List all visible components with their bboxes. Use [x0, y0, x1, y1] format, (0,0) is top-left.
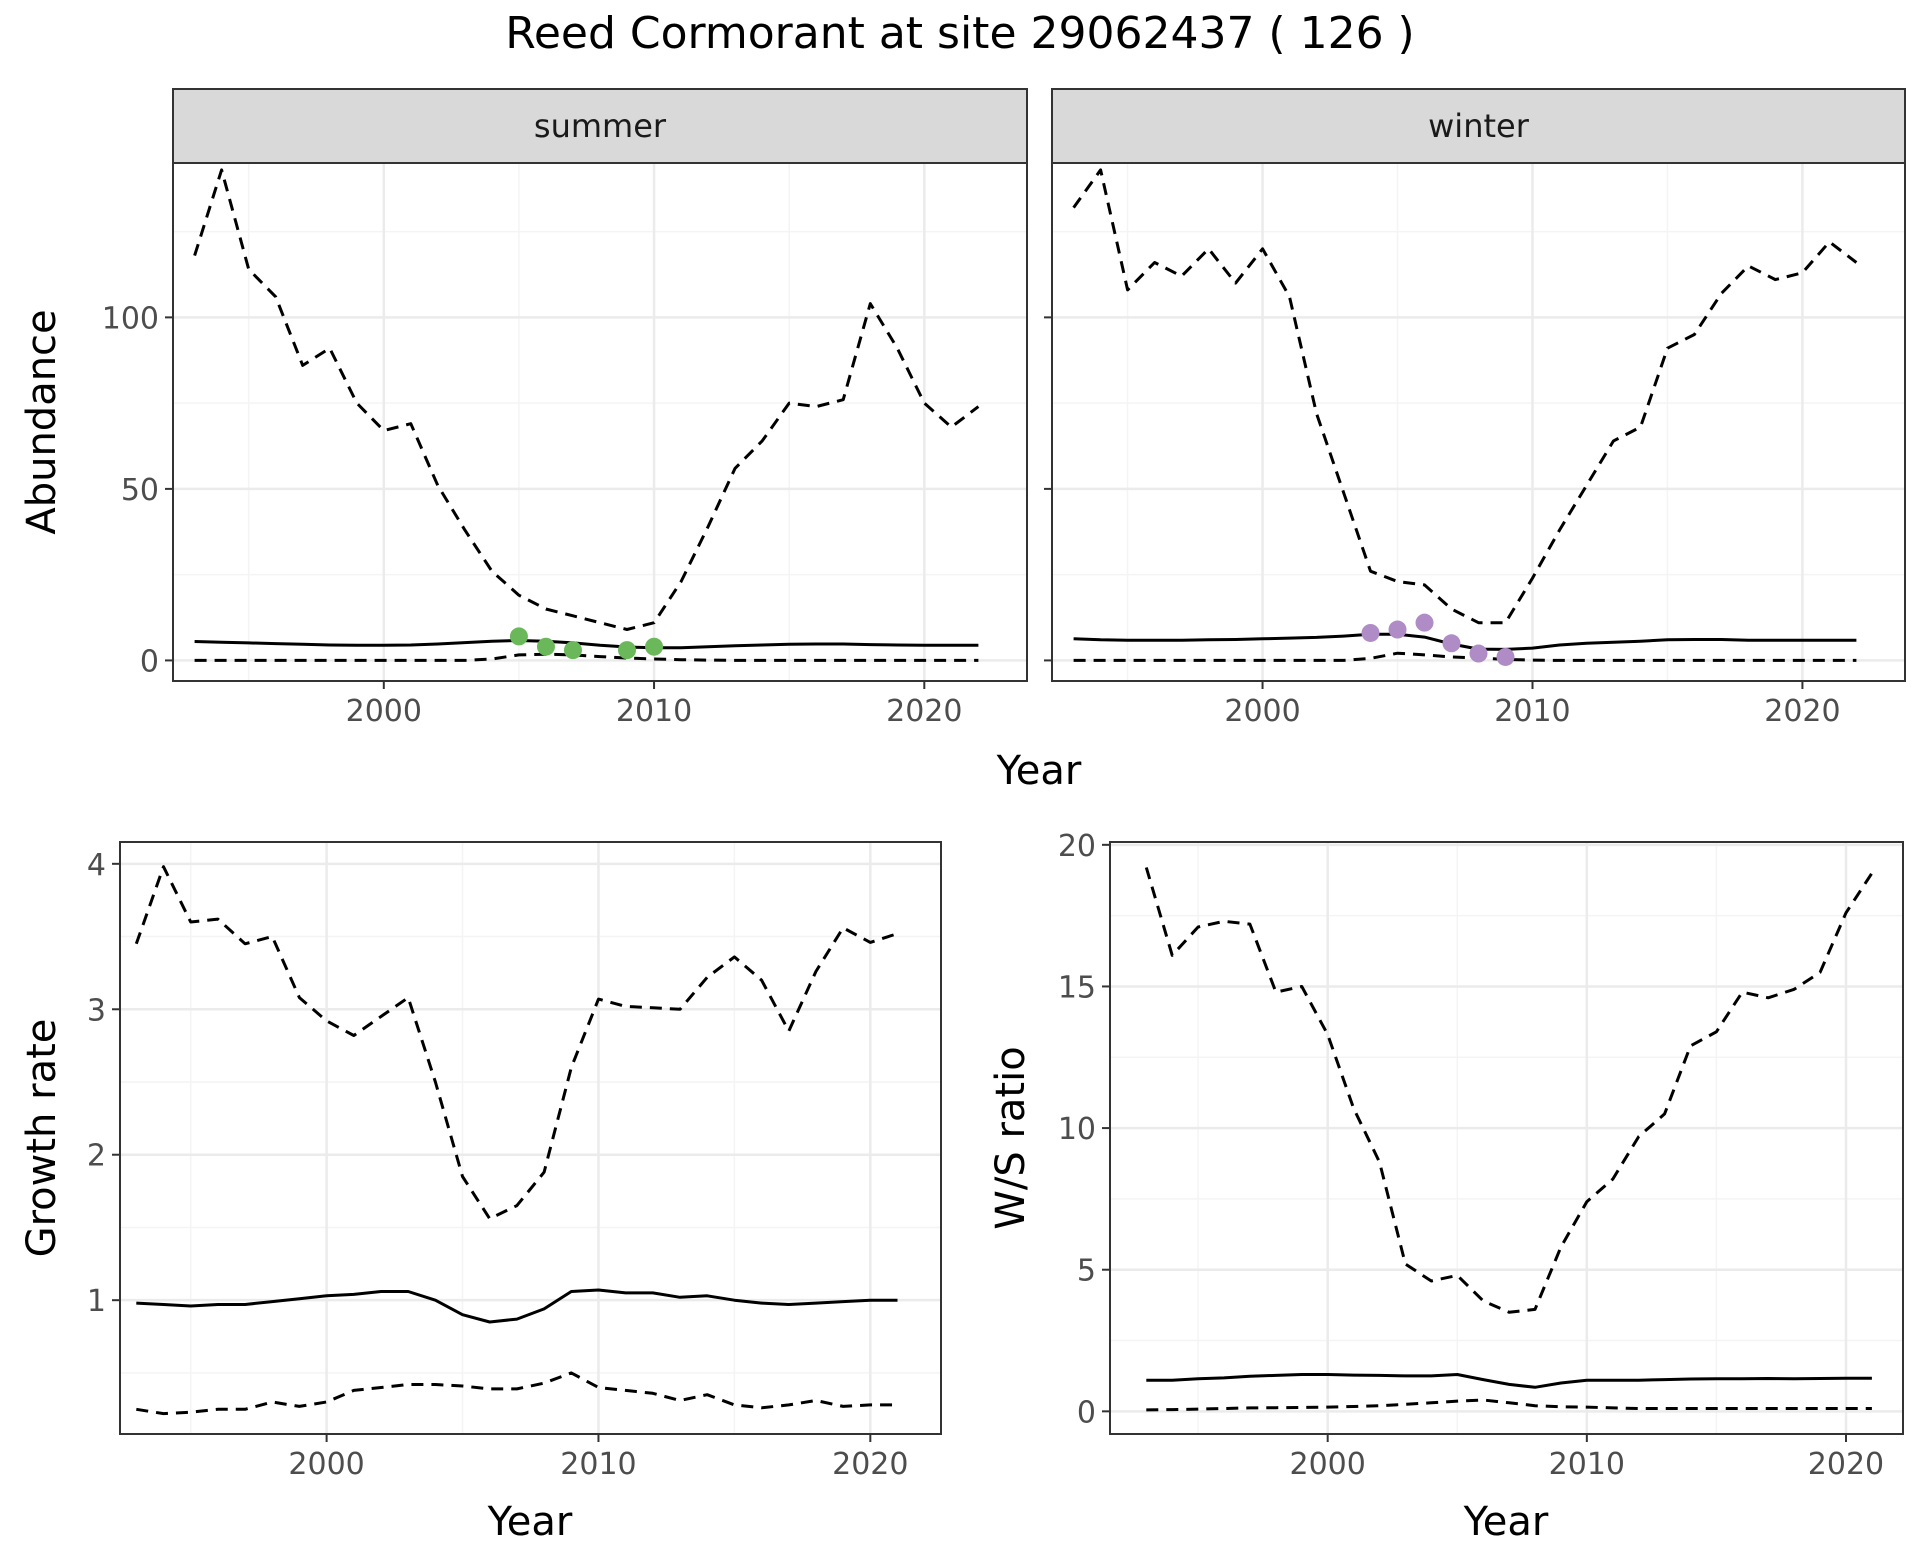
y-axis-title: Abundance	[19, 309, 65, 534]
series-line-upper	[1144, 867, 1874, 1314]
panel-border	[172, 162, 1028, 682]
data-point	[536, 637, 555, 656]
y-tick-label: 1	[87, 1284, 106, 1319]
x-axis-title-facets: Year	[996, 748, 1082, 794]
y-tick-label: 0	[140, 644, 159, 679]
chart-title: Reed Cormorant at site 29062437 ( 126 )	[505, 8, 1414, 59]
x-tick-label: 2000	[288, 1447, 364, 1482]
y-tick-label: 5	[1077, 1254, 1096, 1289]
y-tick-label: 2	[87, 1139, 106, 1174]
x-tick-label: 2010	[1494, 694, 1570, 729]
y-tick-label: 3	[87, 993, 106, 1028]
panel-border	[1051, 162, 1906, 682]
x-tick-label: 2020	[886, 694, 962, 729]
data-point	[563, 641, 582, 660]
y-tick-label: 10	[1058, 1112, 1096, 1147]
panel-ws-ratio: 2000 2010 2020 0 5 10 15 20 W/S ratio Year	[988, 829, 1904, 1545]
series-line-upper	[134, 865, 898, 1221]
y-tick-label: 50	[121, 473, 159, 508]
panel-abundance-winter: winter 2000 2010 2020	[1044, 88, 1906, 729]
x-tick-label: 2000	[1290, 1447, 1366, 1482]
series-line-mean	[1073, 632, 1857, 651]
series-line-lower	[1146, 1398, 1872, 1412]
data-point	[1469, 644, 1488, 663]
data-point	[645, 637, 664, 656]
x-tick-label: 2000	[1224, 694, 1300, 729]
x-tick-label: 2010	[560, 1447, 636, 1482]
y-tick-label: 0	[1077, 1395, 1096, 1430]
panel-abundance-summer: summer 2000 2010 2020 0 50 100 Abundance	[19, 88, 1028, 729]
y-tick-label: 15	[1058, 970, 1096, 1005]
y-tick-label: 100	[102, 301, 159, 336]
x-tick-label: 2000	[346, 694, 422, 729]
series-line-lower	[136, 1371, 898, 1416]
y-tick-label: 20	[1058, 829, 1096, 864]
x-axis-title: Year	[487, 1499, 573, 1545]
series-line-upper	[1072, 168, 1858, 625]
data-point	[1415, 613, 1434, 632]
panel-border	[119, 841, 942, 1435]
series-line-upper	[193, 168, 980, 631]
x-tick-label: 2020	[1808, 1447, 1884, 1482]
x-tick-label: 2020	[832, 1447, 908, 1482]
plot-area	[1072, 168, 1858, 666]
series-line-mean	[194, 639, 979, 650]
series-line-mean	[136, 1288, 898, 1324]
y-tick-label: 4	[87, 848, 106, 883]
data-point	[618, 641, 637, 660]
series-line-lower	[1073, 651, 1857, 662]
plot-area	[193, 168, 980, 662]
data-point	[1361, 623, 1380, 642]
facet-strip-label: summer	[534, 107, 667, 145]
panel-border	[1109, 841, 1904, 1435]
series-line-lower	[194, 652, 979, 662]
x-tick-label: 2010	[616, 694, 692, 729]
y-axis-title: Growth rate	[19, 1019, 65, 1258]
facet-strip-label: winter	[1428, 107, 1530, 145]
data-point	[1442, 634, 1461, 653]
x-tick-label: 2020	[1764, 694, 1840, 729]
y-axis-title: W/S ratio	[988, 1046, 1034, 1229]
panel-growth-rate: 2000 2010 2020 1 2 3 4 Growth rate Year	[19, 841, 942, 1545]
facet-strip	[1051, 88, 1906, 164]
data-point	[1496, 647, 1515, 666]
series-line-mean	[1146, 1373, 1872, 1389]
plot-area	[134, 865, 898, 1416]
plot-area	[1144, 867, 1874, 1412]
data-point	[509, 627, 528, 646]
data-point	[1388, 620, 1407, 639]
x-axis-title: Year	[1463, 1499, 1549, 1545]
facet-strip	[172, 88, 1028, 164]
x-tick-label: 2010	[1549, 1447, 1625, 1482]
